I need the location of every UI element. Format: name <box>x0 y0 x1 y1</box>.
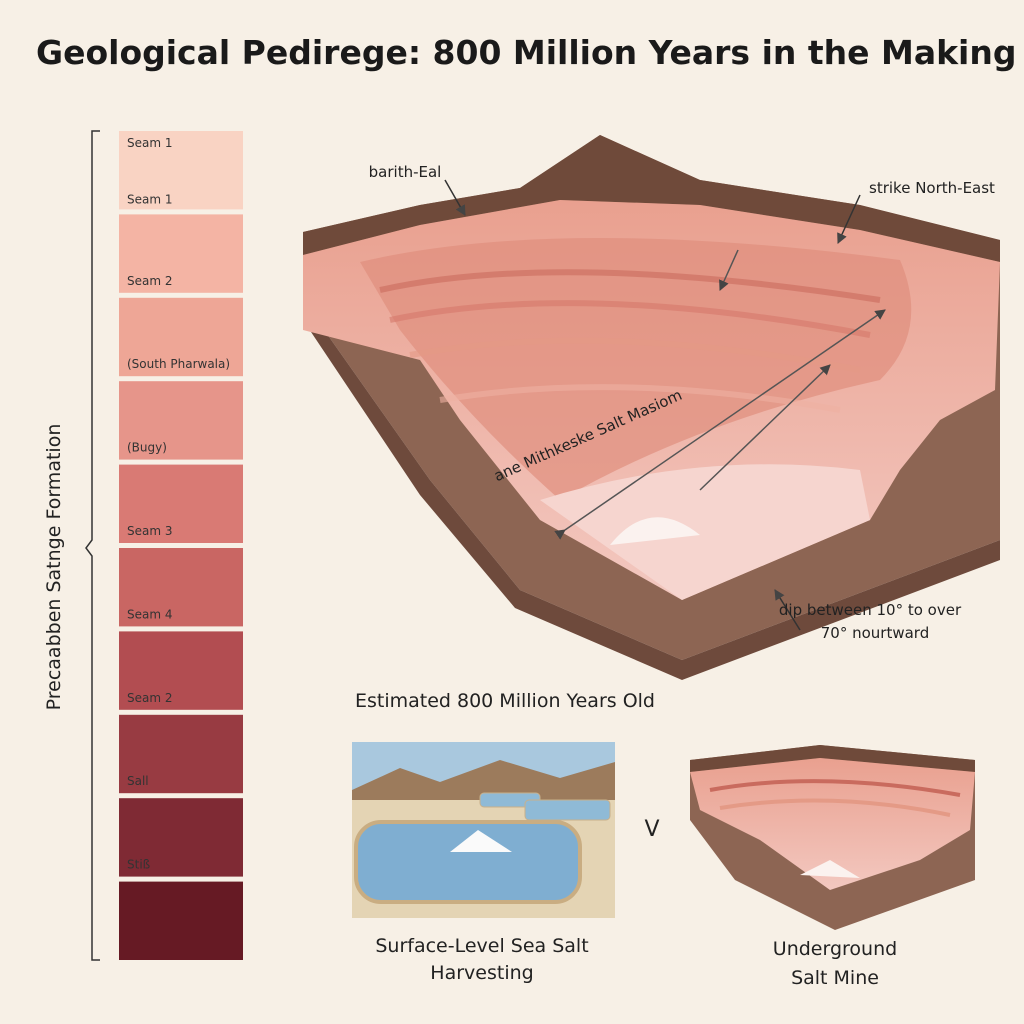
separator: V <box>644 817 659 842</box>
caption: Surface-Level Sea Salt <box>375 935 588 957</box>
seam-label: Seam 4 <box>127 607 173 621</box>
seam <box>119 548 243 627</box>
seam-label: Stiß <box>127 858 151 872</box>
salt-mine-image <box>690 745 975 930</box>
seam-label: (Bugy) <box>127 441 167 455</box>
annotation: 70° nourtward <box>821 624 929 642</box>
annotation: dip between 10° to over <box>779 601 962 619</box>
annotation: barith-Eal <box>369 163 442 181</box>
caption: Estimated 800 Million Years Old <box>355 690 655 712</box>
seam-label: Seam 1 <box>127 136 173 150</box>
seam-label: Seam 1 <box>127 192 173 206</box>
seam <box>119 214 243 293</box>
seam-label: (South Pharwala) <box>127 357 230 371</box>
annotation: strike North-East <box>869 179 995 197</box>
caption: Underground <box>773 938 897 960</box>
seam <box>119 881 243 960</box>
bracket <box>85 130 100 961</box>
column-label: Precaabben Satnge Formation <box>43 424 65 711</box>
seam <box>119 131 243 210</box>
caption: Harvesting <box>430 962 533 984</box>
block-diagram <box>303 135 1000 680</box>
seam <box>119 297 243 377</box>
title: Geological Pediregе: 800 Million Years i… <box>36 33 1016 72</box>
seam-label: Seam 2 <box>127 274 173 288</box>
seam <box>119 464 243 543</box>
seam <box>119 714 243 794</box>
seam <box>119 381 243 460</box>
seam-column: Seam 1 Seam 1 Seam 2 (South Pharwala) (Bugy)… <box>119 131 243 960</box>
caption: Salt Mine <box>791 967 879 989</box>
seam-label: Sall <box>127 774 149 788</box>
sea-salt-image <box>352 742 615 918</box>
seam-label: Seam 3 <box>127 524 173 538</box>
seam <box>119 798 243 877</box>
seam-label: Seam 2 <box>127 691 173 705</box>
seam <box>119 631 243 710</box>
